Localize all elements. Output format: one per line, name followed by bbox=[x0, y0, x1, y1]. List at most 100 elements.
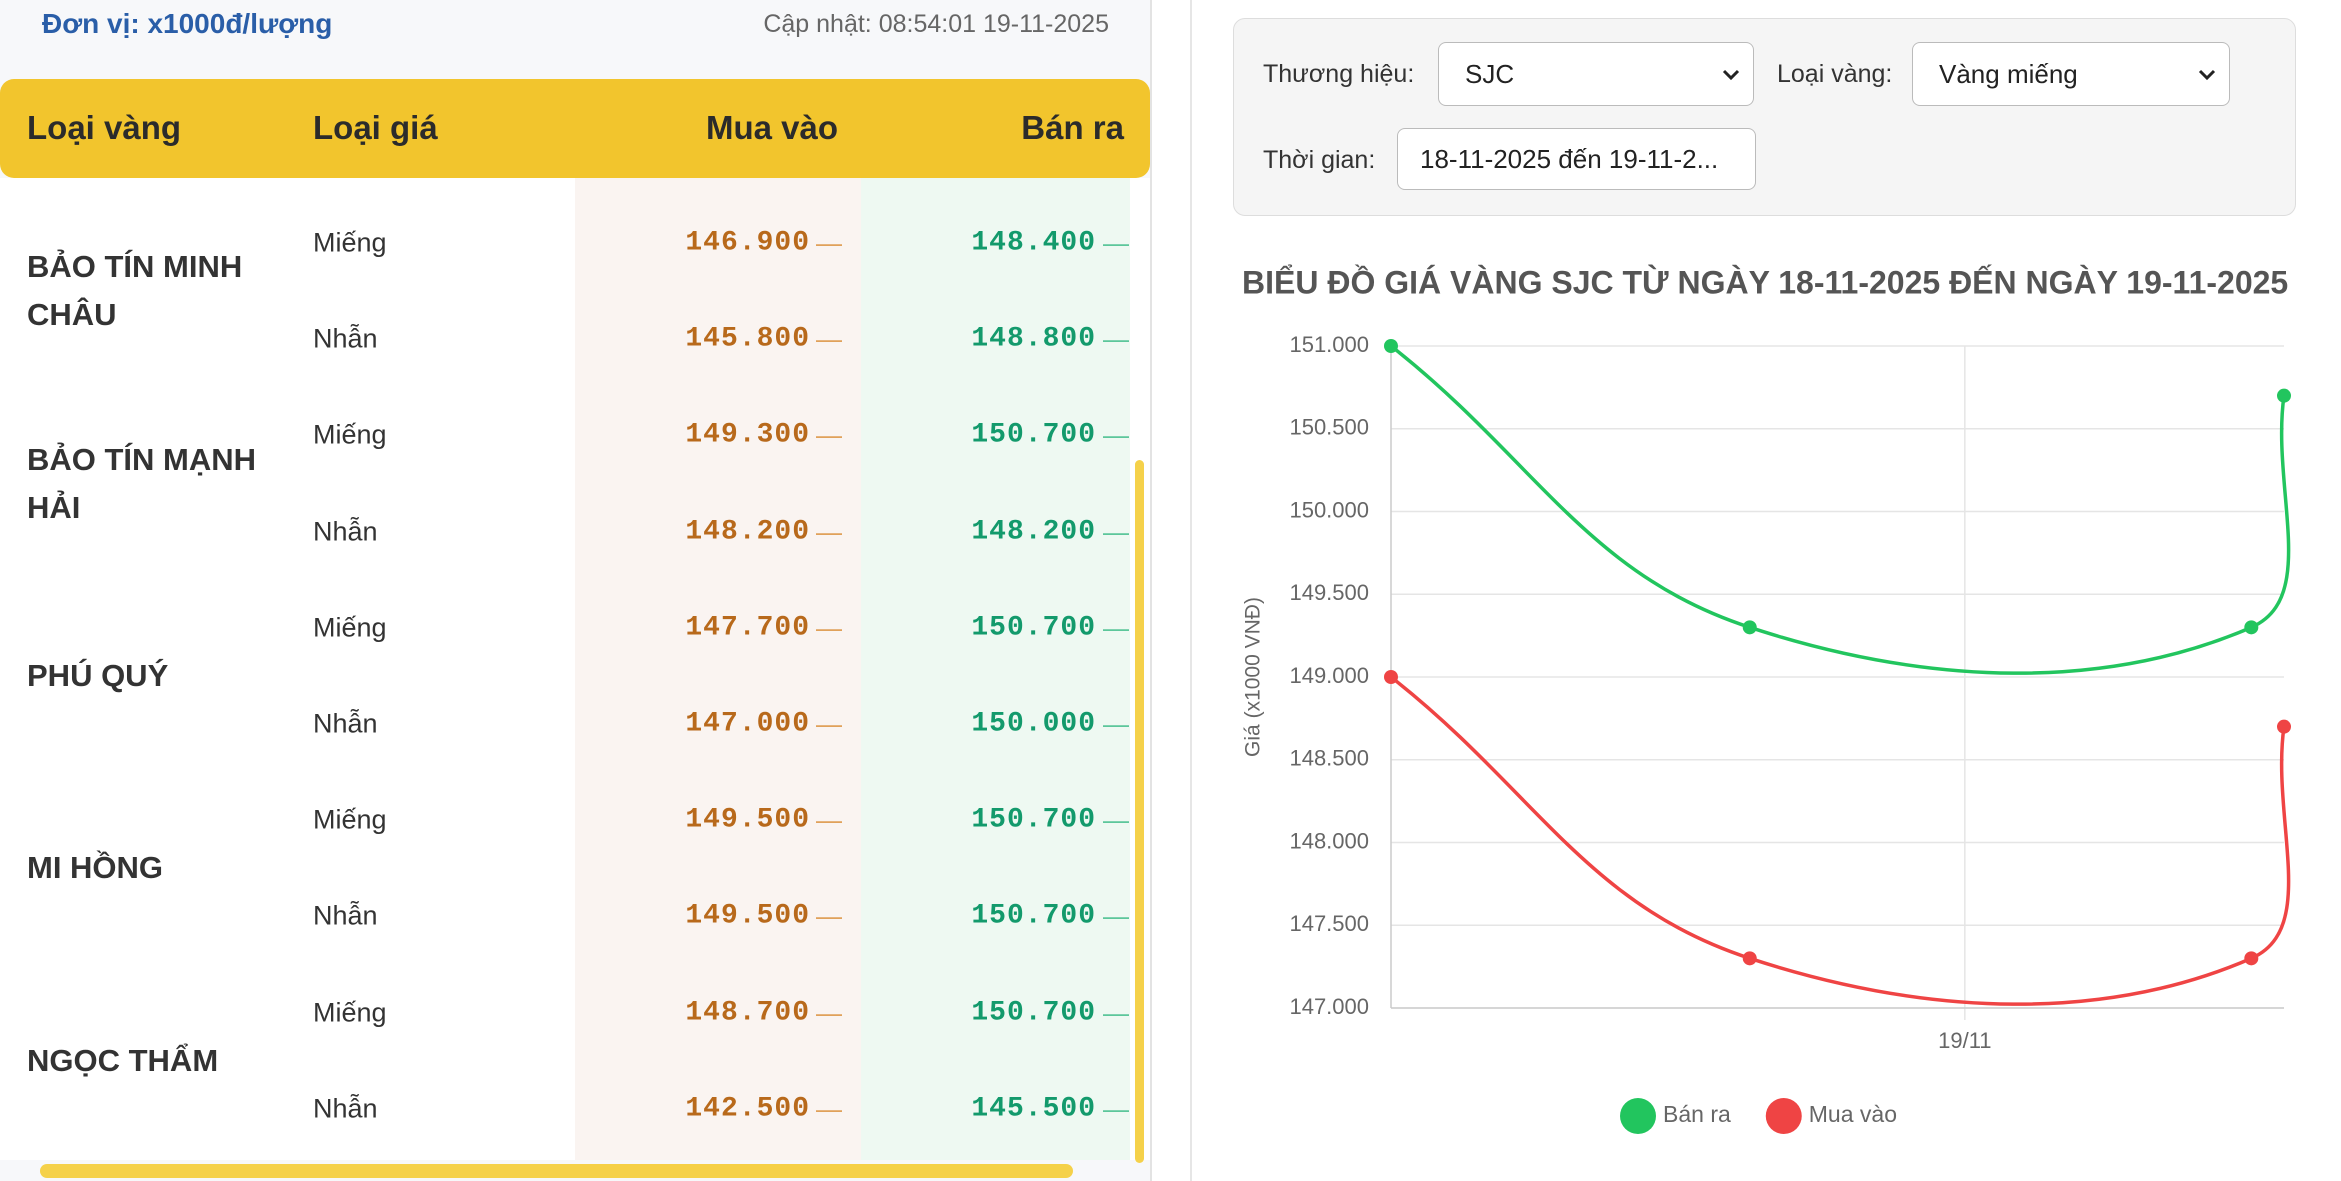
sell-price: 150.700 bbox=[971, 900, 1096, 932]
table-header bbox=[0, 79, 1150, 178]
brand-label: Thương hiệu: bbox=[1263, 60, 1415, 88]
buy-price: 142.500 bbox=[685, 1093, 810, 1125]
sell-price: 148.400 bbox=[971, 227, 1096, 259]
data-point bbox=[1384, 339, 1398, 353]
column-header: Loại giá bbox=[313, 109, 438, 146]
y-tick-label: 148.000 bbox=[1289, 828, 1369, 853]
buy-price: 147.700 bbox=[685, 612, 810, 644]
legend-marker bbox=[1620, 1098, 1656, 1134]
buy-price: 148.200 bbox=[685, 516, 810, 548]
sell-price: 150.000 bbox=[971, 708, 1096, 740]
buy-price: 149.500 bbox=[685, 804, 810, 836]
y-tick-label: 150.000 bbox=[1289, 497, 1369, 522]
series-line bbox=[1389, 675, 2291, 1006]
time-input[interactable]: 18-11-2025 đến 19-11-2... bbox=[1397, 128, 1756, 190]
y-tick-label: 147.000 bbox=[1289, 994, 1369, 1019]
y-tick-label: 151.000 bbox=[1289, 332, 1369, 357]
brand-select[interactable]: SJC bbox=[1438, 42, 1754, 106]
sell-change: — bbox=[1103, 419, 1129, 450]
legend-label: Mua vào bbox=[1809, 1101, 1897, 1127]
column-header: Bán ra bbox=[1021, 109, 1124, 146]
y-tick-label: 148.500 bbox=[1289, 746, 1369, 771]
buy-change: — bbox=[816, 900, 842, 931]
type-label: Loại vàng: bbox=[1777, 60, 1893, 88]
price-type: Miếng bbox=[313, 227, 387, 258]
buy-change: — bbox=[816, 708, 842, 739]
sell-change: — bbox=[1103, 516, 1129, 547]
time-value: 18-11-2025 đến 19-11-2... bbox=[1420, 143, 1719, 174]
horizontal-scrollbar[interactable] bbox=[40, 1164, 1073, 1178]
buy-price: 149.300 bbox=[685, 419, 810, 451]
y-tick-label: 147.500 bbox=[1289, 911, 1369, 936]
price-type: Nhẫn bbox=[313, 708, 378, 739]
buy-price: 148.700 bbox=[685, 997, 810, 1029]
price-type: Miếng bbox=[313, 804, 387, 835]
vertical-scrollbar[interactable] bbox=[1135, 460, 1144, 1163]
brand-name: PHÚ QUÝ bbox=[27, 657, 169, 693]
price-type: Nhẫn bbox=[313, 900, 378, 931]
chart-title: BIỂU ĐỒ GIÁ VÀNG SJC TỪ NGÀY 18-11-2025 … bbox=[1242, 264, 2288, 300]
sell-change: — bbox=[1103, 1093, 1129, 1124]
column-header: Loại vàng bbox=[27, 109, 182, 146]
price-type: Miếng bbox=[313, 419, 387, 450]
sell-change: — bbox=[1103, 804, 1129, 835]
y-tick-label: 150.500 bbox=[1289, 415, 1369, 440]
price-type: Nhẫn bbox=[313, 1093, 378, 1124]
price-type: Nhẫn bbox=[313, 323, 378, 354]
buy-change: — bbox=[816, 612, 842, 643]
data-point bbox=[2244, 620, 2259, 635]
sell-price: 150.700 bbox=[971, 419, 1096, 451]
price-type: Miếng bbox=[313, 612, 387, 643]
series-line bbox=[1389, 344, 2291, 675]
buy-price: 149.500 bbox=[685, 900, 810, 932]
sell-price: 145.500 bbox=[971, 1093, 1096, 1125]
column-header: Mua vào bbox=[705, 109, 838, 146]
type-select[interactable]: Vàng miếng bbox=[1912, 42, 2230, 106]
sell-change: — bbox=[1103, 900, 1129, 931]
sell-change: — bbox=[1103, 708, 1129, 739]
sell-price: 148.200 bbox=[971, 516, 1096, 548]
data-point bbox=[2277, 719, 2291, 734]
y-tick-label: 149.500 bbox=[1289, 580, 1369, 605]
dropdown-arrow bbox=[1722, 69, 1740, 81]
brand-name: NGỌC THẨM bbox=[27, 1042, 219, 1078]
type-value: Vàng miếng bbox=[1939, 58, 2078, 89]
buy-change: — bbox=[816, 997, 842, 1028]
sell-price: 148.800 bbox=[971, 323, 1096, 355]
buy-price: 146.900 bbox=[685, 227, 810, 259]
data-point bbox=[1742, 951, 1757, 966]
buy-change: — bbox=[816, 804, 842, 835]
updated-time: Cập nhật: 08:54:01 19-11-2025 bbox=[763, 10, 1109, 38]
sell-column-bg bbox=[861, 178, 1130, 1160]
right-panel bbox=[1190, 0, 2341, 1181]
brand-name: MI HỒNG bbox=[27, 850, 164, 886]
brand-name: BẢO TÍN MẠNH HẢI bbox=[27, 441, 257, 525]
sell-change: — bbox=[1103, 612, 1129, 643]
buy-change: — bbox=[816, 419, 842, 450]
sell-change: — bbox=[1103, 997, 1129, 1028]
time-label: Thời gian: bbox=[1263, 146, 1376, 174]
buy-change: — bbox=[816, 323, 842, 354]
buy-change: — bbox=[816, 516, 842, 547]
legend-marker bbox=[1765, 1098, 1802, 1134]
price-type: Nhẫn bbox=[313, 516, 378, 547]
y-axis-label: Giá (x1000 VNĐ) bbox=[1242, 597, 1265, 757]
brand-value: SJC bbox=[1465, 58, 1515, 89]
dropdown-arrow bbox=[2198, 69, 2216, 81]
data-point bbox=[2277, 388, 2291, 403]
x-tick-label: 19/11 bbox=[1938, 1028, 1991, 1053]
sell-price: 150.700 bbox=[971, 804, 1096, 836]
y-tick-label: 149.000 bbox=[1289, 663, 1369, 688]
data-point bbox=[1384, 670, 1398, 684]
data-point bbox=[2244, 951, 2259, 966]
buy-price: 147.000 bbox=[685, 708, 810, 740]
sell-price: 150.700 bbox=[971, 612, 1096, 644]
data-point bbox=[1742, 620, 1757, 635]
buy-price: 145.800 bbox=[685, 323, 810, 355]
legend-label: Bán ra bbox=[1663, 1101, 1731, 1127]
price-type: Miếng bbox=[313, 997, 387, 1028]
brand-name: BẢO TÍN MINH CHÂU bbox=[27, 249, 243, 333]
buy-change: — bbox=[816, 227, 842, 258]
